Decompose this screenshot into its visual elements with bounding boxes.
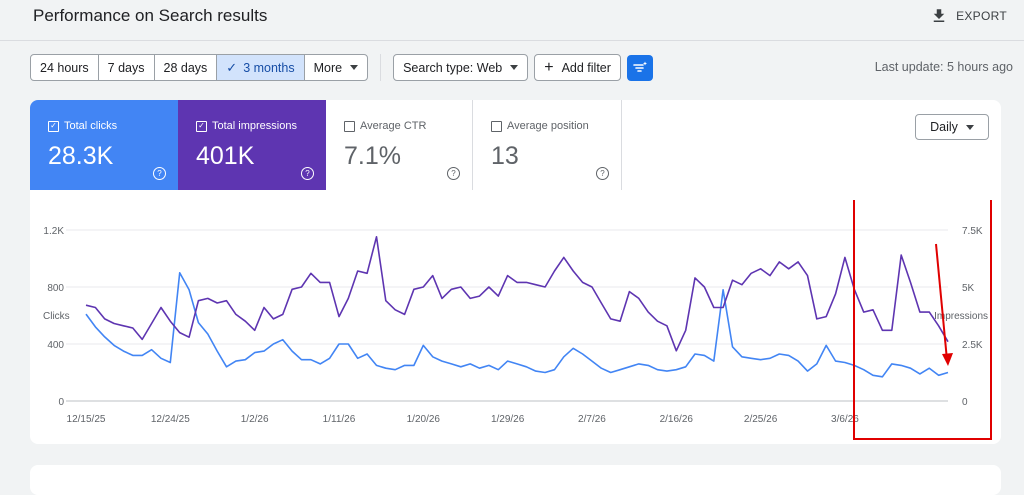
- left-tick-label: 400: [47, 340, 64, 351]
- search-type-label: Search type: Web: [403, 60, 503, 75]
- right-tick-label: 7.5K: [962, 226, 983, 237]
- range-label: 28 days: [163, 60, 208, 75]
- plus-icon: +: [544, 58, 554, 76]
- filter-settings-button[interactable]: [626, 54, 653, 81]
- metric-label-row: Average CTR: [344, 120, 426, 132]
- x-tick-label: 1/20/26: [407, 414, 441, 425]
- series-line-clicks[interactable]: [85, 272, 949, 378]
- metric-label-row: ✓ Total impressions: [196, 120, 297, 132]
- metric-label: Average CTR: [360, 120, 427, 132]
- metric-value: 13: [491, 142, 519, 170]
- range-label: More: [313, 60, 343, 75]
- add-filter-button[interactable]: + Add filter: [534, 54, 621, 81]
- x-tick-label: 12/24/25: [151, 414, 190, 425]
- range-3-months[interactable]: ✓ 3 months: [217, 55, 305, 80]
- right-axis-label: Impressions: [934, 311, 988, 322]
- x-tick-label: 2/16/26: [660, 414, 694, 425]
- export-label: EXPORT: [956, 9, 1007, 23]
- range-label: 3 months: [243, 60, 295, 75]
- check-icon: ✓: [226, 59, 238, 75]
- download-icon: [933, 9, 945, 22]
- left-tick-label: 1.2K: [43, 226, 64, 237]
- help-icon[interactable]: ?: [301, 167, 314, 180]
- x-tick-label: 1/2/26: [241, 414, 269, 425]
- range-more[interactable]: More: [305, 55, 367, 80]
- range-24-hours[interactable]: 24 hours: [31, 55, 99, 80]
- export-button[interactable]: EXPORT: [930, 7, 1007, 25]
- highlight-box: [853, 200, 992, 440]
- metric-average-position[interactable]: Average position 13 ?: [473, 100, 622, 190]
- help-icon[interactable]: ?: [153, 167, 166, 180]
- x-tick-label: 1/11/26: [323, 414, 356, 425]
- x-tick-label: 2/7/26: [578, 414, 606, 425]
- granularity-label: Daily: [930, 120, 958, 134]
- filter-sparkle-icon: [633, 61, 647, 72]
- metric-value: 401K: [196, 142, 255, 170]
- queries-card: [30, 465, 1001, 495]
- checkbox-unchecked-icon[interactable]: [491, 120, 502, 132]
- help-icon[interactable]: ?: [447, 167, 460, 180]
- help-icon[interactable]: ?: [596, 167, 609, 180]
- range-28-days[interactable]: 28 days: [155, 55, 218, 80]
- performance-card: ✓ Total clicks 28.3K ? ✓ Total impressions…: [30, 100, 1001, 444]
- chevron-down-icon: [350, 65, 359, 70]
- last-update-text: Last update: 5 hours ago: [874, 60, 1013, 74]
- metric-total-impressions[interactable]: ✓ Total impressions 401K ?: [178, 100, 326, 190]
- left-tick-label: 0: [58, 397, 64, 408]
- series-line-impressions[interactable]: [85, 235, 949, 352]
- chevron-down-icon: [510, 65, 519, 70]
- arrow-head-icon: [942, 353, 953, 366]
- right-tick-label: 0: [962, 397, 968, 408]
- filter-bar: 24 hours 7 days 28 days ✓ 3 months More S…: [30, 54, 653, 81]
- divider: [380, 54, 382, 81]
- metric-total-clicks[interactable]: ✓ Total clicks 28.3K ?: [30, 100, 178, 190]
- x-tick-label: 1/29/26: [491, 414, 525, 425]
- search-type-dropdown[interactable]: Search type: Web: [393, 54, 529, 81]
- top-bar: Performance on Search results EXPORT: [0, 0, 1024, 41]
- right-tick-label: 5K: [962, 283, 975, 294]
- x-tick-label: 12/15/25: [67, 414, 106, 425]
- metric-label: Average position: [507, 120, 589, 132]
- granularity-dropdown[interactable]: Daily: [915, 114, 989, 140]
- add-filter-label: Add filter: [561, 60, 611, 75]
- date-range-selector: 24 hours 7 days 28 days ✓ 3 months More: [30, 54, 369, 81]
- metric-value: 28.3K: [48, 142, 114, 170]
- x-tick-label: 2/25/26: [744, 414, 778, 425]
- checkbox-checked-icon[interactable]: ✓: [48, 120, 59, 132]
- chevron-down-icon: [965, 124, 974, 130]
- metric-label: Total impressions: [212, 120, 297, 132]
- metric-label-row: Average position: [491, 120, 589, 132]
- page-title: Performance on Search results: [33, 6, 268, 25]
- metric-label: Total clicks: [64, 120, 118, 132]
- range-label: 7 days: [107, 60, 145, 75]
- annotation-arrow: [935, 243, 948, 361]
- checkbox-unchecked-icon[interactable]: [344, 120, 355, 132]
- left-axis-label: Clicks: [43, 311, 70, 322]
- performance-chart[interactable]: Clicks Impressions 0 0 400 2.5K 800 5K 1.2K 7.5…: [30, 200, 1001, 444]
- left-tick-label: 800: [47, 283, 64, 294]
- metric-label-row: ✓ Total clicks: [48, 120, 117, 132]
- right-tick-label: 2.5K: [962, 340, 983, 351]
- metric-value: 7.1%: [344, 142, 401, 170]
- x-tick-label: 3/6/26: [831, 414, 859, 425]
- checkbox-checked-icon[interactable]: ✓: [196, 120, 207, 132]
- range-7-days[interactable]: 7 days: [99, 55, 155, 80]
- range-label: 24 hours: [40, 60, 89, 75]
- metric-average-ctr[interactable]: Average CTR 7.1% ?: [326, 100, 473, 190]
